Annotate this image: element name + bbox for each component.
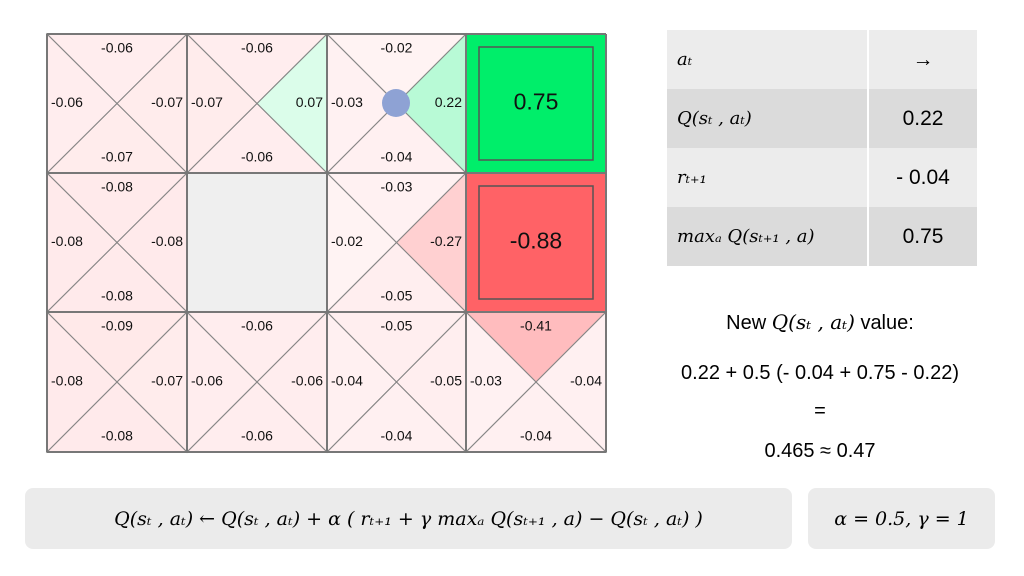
- q-value: -0.06: [241, 318, 273, 334]
- q-value: -0.08: [101, 179, 133, 195]
- q-value: -0.04: [331, 373, 363, 389]
- terminal-inner: [478, 46, 594, 161]
- q-value: -0.07: [151, 94, 183, 110]
- q-value: -0.08: [151, 233, 183, 249]
- q-value: -0.06: [241, 40, 273, 56]
- q-value: -0.04: [570, 373, 602, 389]
- q-value: -0.02: [331, 233, 363, 249]
- q-value: -0.03: [331, 94, 363, 110]
- q-value: -0.06: [291, 373, 323, 389]
- row-value: - 0.04: [868, 148, 977, 207]
- terminal-cell: [466, 173, 606, 312]
- q-value: -0.07: [191, 94, 223, 110]
- q-value: -0.03: [381, 179, 413, 195]
- q-value: -0.05: [381, 318, 413, 334]
- q-value: -0.02: [381, 40, 413, 56]
- terminal-value: -0.88: [510, 228, 562, 254]
- heading-text: value:: [860, 312, 914, 334]
- q-value: -0.03: [470, 373, 502, 389]
- q-value: -0.06: [241, 149, 273, 165]
- row-label: Q(sₜ , aₜ): [667, 89, 869, 148]
- row-label: maxₐ Q(sₜ₊₁ , a): [667, 207, 869, 266]
- q-value: 0.22: [435, 94, 462, 110]
- q-value: -0.04: [381, 428, 413, 444]
- q-value: -0.04: [520, 428, 552, 444]
- q-value: -0.05: [381, 288, 413, 304]
- q-value: -0.06: [51, 94, 83, 110]
- row-label: aₜ: [667, 30, 869, 89]
- q-value: -0.07: [101, 149, 133, 165]
- calc-heading: New Q(sₜ , aₜ) value:: [620, 310, 1020, 335]
- terminal-value: 0.75: [514, 89, 559, 115]
- row-label: rₜ₊₁: [667, 148, 869, 207]
- q-value: -0.08: [101, 288, 133, 304]
- table-row: Q(sₜ , aₜ) 0.22: [667, 89, 977, 148]
- q-value: -0.08: [51, 373, 83, 389]
- calc-expression: 0.22 + 0.5 (- 0.04 + 0.75 - 0.22): [681, 362, 959, 384]
- q-value: 0.07: [296, 94, 323, 110]
- q-value: -0.06: [191, 373, 223, 389]
- heading-text: New: [726, 312, 767, 334]
- q-value: -0.08: [101, 428, 133, 444]
- heading-math: Q(sₜ , aₜ): [771, 310, 855, 334]
- table-row: maxₐ Q(sₜ₊₁ , a) 0.75: [667, 207, 977, 266]
- q-value: -0.06: [101, 40, 133, 56]
- calc-equals: =: [814, 400, 826, 422]
- row-value: 0.75: [868, 207, 977, 266]
- wall-cell: [187, 173, 327, 312]
- terminal-cell: [466, 34, 606, 173]
- parameters: α = 0.5, γ = 1: [808, 488, 995, 549]
- q-value: -0.06: [241, 428, 273, 444]
- table-row: aₜ →: [667, 30, 977, 89]
- table-row: rₜ₊₁ - 0.04: [667, 148, 977, 207]
- q-value: -0.41: [520, 318, 552, 334]
- q-value: -0.08: [51, 233, 83, 249]
- row-value: →: [868, 30, 977, 89]
- q-value: -0.09: [101, 318, 133, 334]
- terminal-inner: [478, 185, 594, 300]
- step-table: aₜ → Q(sₜ , aₜ) 0.22 rₜ₊₁ - 0.04 maxₐ Q(sₜ₊₁ ,…: [667, 30, 977, 266]
- q-value: -0.27: [430, 233, 462, 249]
- calc-result: 0.465 ≈ 0.47: [764, 440, 876, 462]
- row-value: 0.22: [868, 89, 977, 148]
- q-value: -0.07: [151, 373, 183, 389]
- gridworld: -0.06-0.07-0.06 -0.07-0.06-0.06-0.07 0.07-…: [45, 32, 608, 454]
- q-value: -0.05: [430, 373, 462, 389]
- q-value: -0.04: [381, 149, 413, 165]
- update-rule: Q(sₜ , aₜ) ← Q(sₜ , aₜ) + α ( rₜ₊₁ + γ m…: [25, 488, 792, 549]
- agent: [382, 89, 410, 117]
